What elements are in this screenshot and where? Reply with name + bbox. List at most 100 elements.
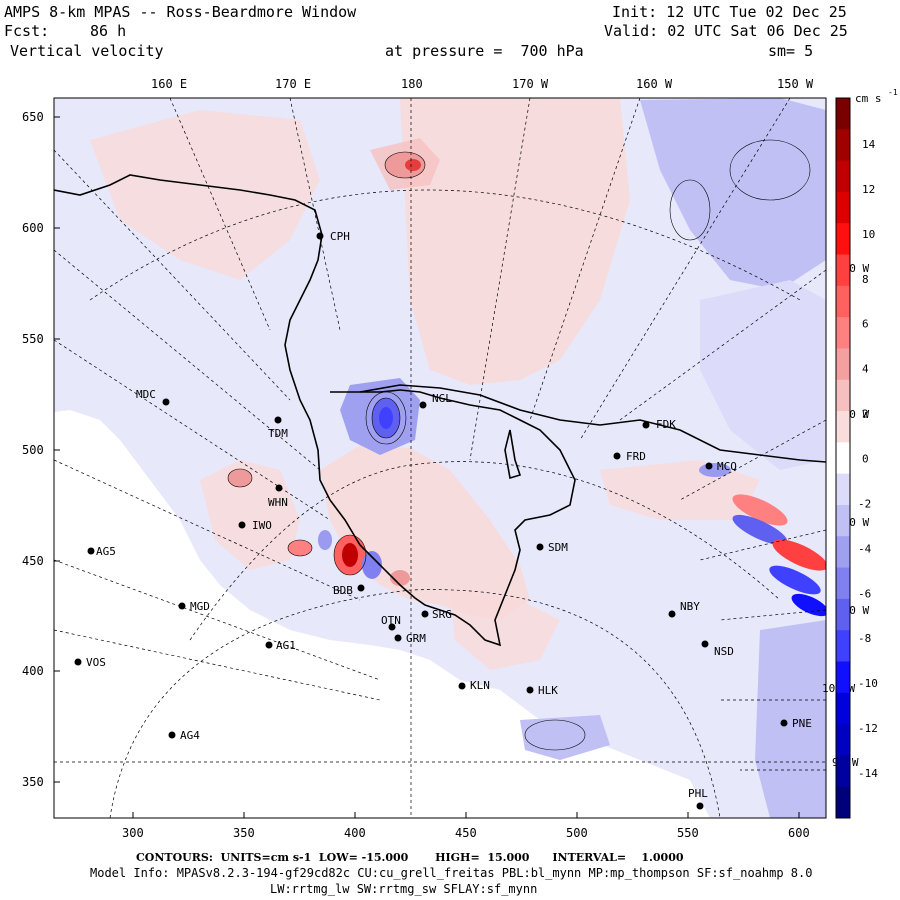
colorbar-swatch — [836, 348, 850, 381]
top-lon-label: 170 W — [512, 77, 549, 91]
coastline — [504, 429, 522, 480]
plot-frame — [53, 97, 827, 819]
x-tick-label: 550 — [677, 826, 699, 840]
x-tick-label: 600 — [788, 826, 810, 840]
colorbar-swatch — [836, 411, 850, 443]
station-label-mdc: MDC — [136, 388, 156, 401]
colorbar-tick-label: 14 — [862, 138, 876, 151]
station-label-fdk: FDK — [656, 418, 676, 431]
colorbar-swatch — [836, 129, 850, 162]
colorbar-tick-label: 10 — [862, 228, 875, 241]
map-plot-area — [54, 98, 826, 818]
contour-info: CONTOURS: UNITS=cm s-1 LOW= -15.000 HIGH… — [136, 851, 684, 864]
init-time: Init: 12 UTC Tue 02 Dec 25 — [612, 3, 847, 21]
y-tick-label: 550 — [22, 332, 44, 346]
station-label-grm: GRM — [406, 632, 426, 645]
station-label-phl: PHL — [688, 787, 708, 800]
negative-patch — [755, 620, 826, 818]
colorbar-labels: 14 12 10 8 6 4 2 0 -2 -4 -6 -8 -10 -12 -14 — [858, 138, 878, 780]
coastline — [54, 174, 576, 647]
pale-pink-field — [200, 460, 300, 570]
y-tick-label: 400 — [22, 664, 44, 678]
colorbar-swatch — [836, 504, 850, 537]
colorbar-tick-label: -6 — [858, 587, 871, 600]
pale-blue-field — [54, 98, 826, 818]
variable-name: Vertical velocity — [10, 42, 164, 60]
colorbar-swatch — [836, 285, 850, 318]
x-tick-label: 450 — [455, 826, 477, 840]
colorbar-swatch — [836, 223, 850, 256]
station-labels: CPH NGL MDC TDM FDK FRD MCQ WHN IWO AG5 … — [86, 230, 812, 800]
pale-pink-field — [450, 590, 560, 670]
colorbar-swatch — [836, 191, 850, 224]
y-tick-label: 350 — [22, 775, 44, 789]
station-label-pne: PNE — [792, 717, 812, 730]
station-label-otn: OTN — [381, 614, 401, 627]
colorbar-tick-label: 12 — [862, 183, 875, 196]
station-label-nsd: NSD — [714, 645, 734, 658]
station-label-ag1: AG1 — [276, 639, 296, 652]
colorbar-swatch — [836, 755, 850, 788]
top-lon-label: 170 E — [275, 77, 312, 91]
station-label-mcq: MCQ — [717, 460, 737, 473]
station-label-sdm: SDM — [548, 541, 568, 554]
colorbar-swatch — [836, 567, 850, 600]
station-label-kln: KLN — [470, 679, 490, 692]
colorbar-tick-label: 6 — [862, 318, 869, 331]
top-lon-label: 150 W — [777, 77, 814, 91]
coastline — [359, 384, 826, 463]
colorbar — [835, 97, 851, 819]
station-label-srg: SRG — [432, 608, 452, 621]
colorbar-tick-label: -2 — [858, 497, 871, 510]
colorbar-swatch — [836, 630, 850, 662]
station-label-ngl: NGL — [432, 392, 452, 405]
right-edge-features — [699, 463, 826, 617]
pale-pink-field — [400, 98, 630, 385]
physics-info: LW:rrtmg_lw SW:rrtmg_sw SFLAY:sf_mynn — [270, 882, 538, 896]
station-label-nby: NBY — [680, 600, 700, 613]
pressure-level: at pressure = 700 hPa — [385, 42, 584, 60]
colorbar-tick-label: 8 — [862, 273, 869, 286]
x-tick-label: 300 — [122, 826, 144, 840]
colorbar-swatch — [836, 254, 850, 287]
forecast-label: Fcst: — [4, 22, 50, 40]
colorbar-swatch — [836, 473, 850, 506]
colorbar-frame — [835, 97, 851, 819]
negative-patch — [379, 407, 393, 429]
colorbar-units: cm s — [855, 92, 882, 105]
top-lon-label: 180 — [401, 77, 423, 91]
station-label-tdm: TDM — [268, 427, 288, 440]
y-tick-label: 650 — [22, 110, 44, 124]
top-lon-label: 160 E — [151, 77, 188, 91]
colorbar-tick-label: -4 — [858, 542, 872, 555]
graticule — [54, 98, 826, 818]
colorbar-swatch — [836, 379, 850, 412]
colorbar-swatch — [836, 536, 850, 569]
station-label-ag4: AG4 — [180, 729, 200, 742]
colorbar-tick-label: -8 — [858, 632, 871, 645]
y-tick-label: 600 — [22, 221, 44, 235]
colorbar-tick-label: 2 — [862, 408, 869, 421]
station-label-hlk: HLK — [538, 684, 558, 697]
station-label-whn: WHN — [268, 496, 288, 509]
valid-time: Valid: 02 UTC Sat 06 Dec 25 — [604, 22, 848, 40]
smoothing: sm= 5 — [768, 42, 814, 60]
y-tick-label: 450 — [22, 554, 44, 568]
colorbar-units-exponent: -1 — [888, 88, 898, 97]
pale-pink-field — [90, 110, 320, 280]
x-tick-label: 500 — [566, 826, 588, 840]
colorbar-swatch — [836, 98, 850, 130]
colorbar-tick-label: 4 — [862, 363, 869, 376]
colorbar-tick-label: -12 — [858, 722, 878, 735]
top-lon-label: 160 W — [636, 77, 673, 91]
x-tick-label: 400 — [344, 826, 366, 840]
station-label-iwo: IWO — [252, 519, 272, 532]
contour-lines — [227, 139, 811, 751]
colorbar-tick-label: -14 — [858, 767, 878, 780]
strong-dipole-features — [228, 152, 425, 586]
station-label-bdb: BDB — [333, 584, 353, 597]
colorbar-swatch — [836, 786, 850, 819]
colorbar-swatch — [836, 598, 850, 631]
